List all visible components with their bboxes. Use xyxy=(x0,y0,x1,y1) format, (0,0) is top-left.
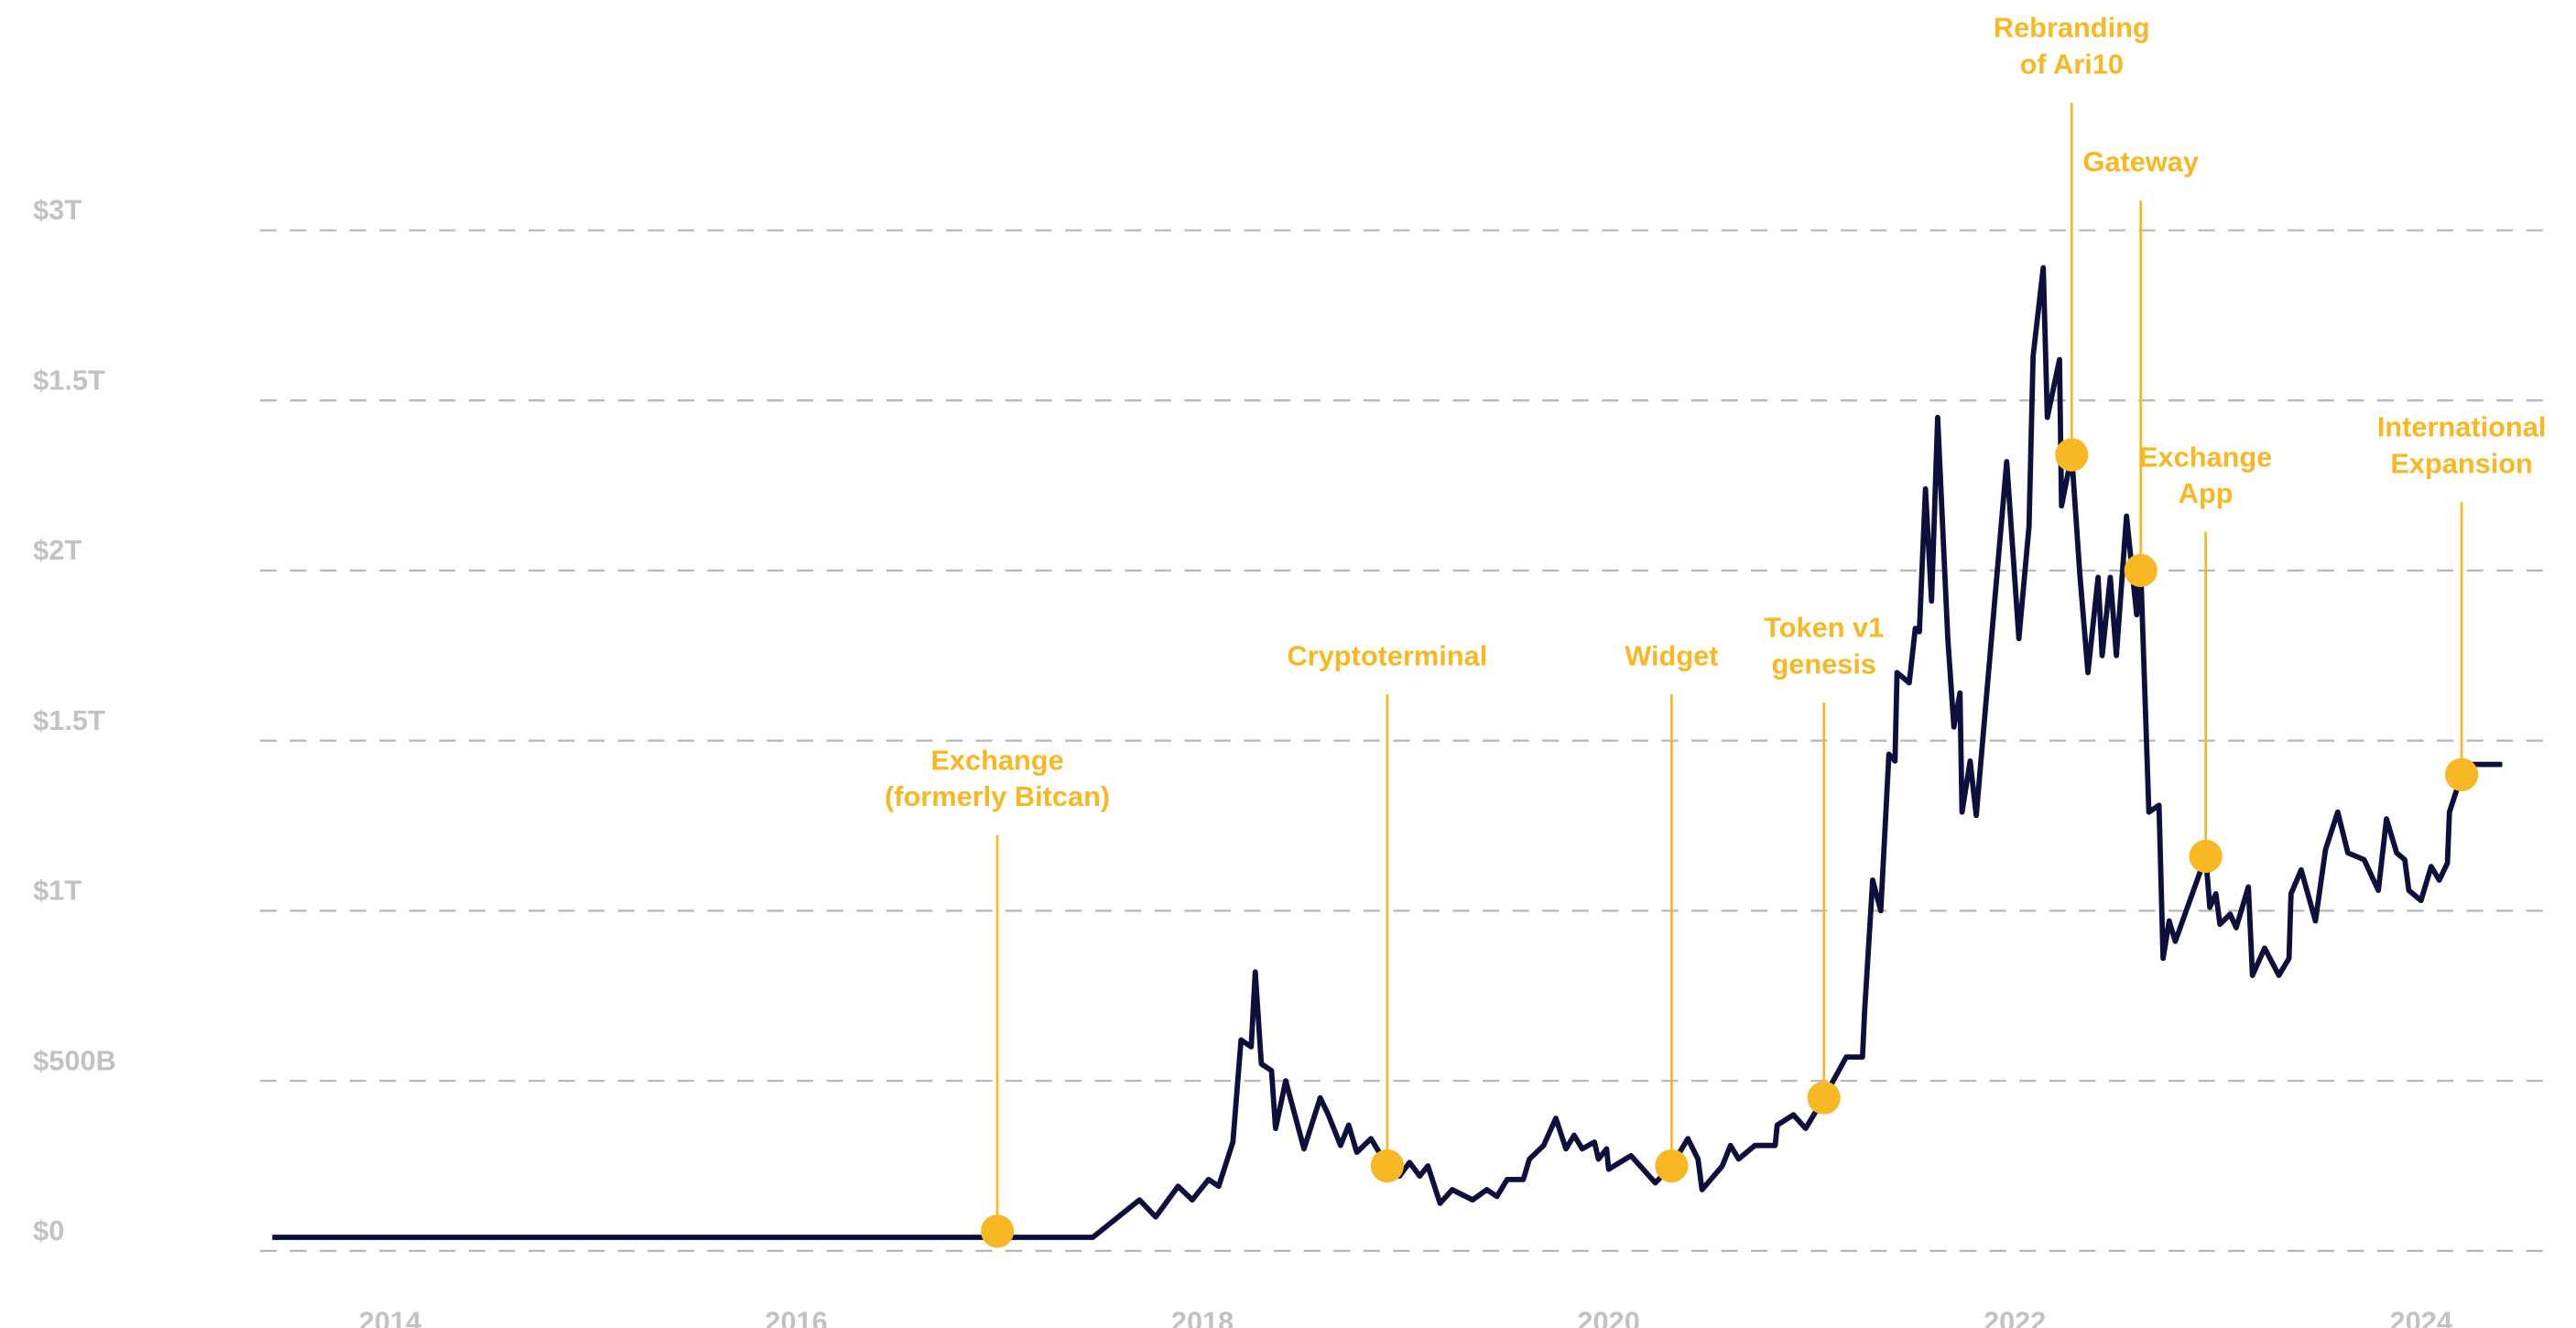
x-tick-label: 2014 xyxy=(359,1306,421,1328)
annotation-label: Widget xyxy=(1625,639,1718,671)
annotation-dot xyxy=(980,1214,1015,1248)
annotation-label: Token v1 xyxy=(1764,612,1884,644)
annotation-dot xyxy=(1370,1148,1404,1183)
annotation-dot xyxy=(1807,1081,1841,1115)
annotation-dot xyxy=(2445,757,2479,791)
x-tick-label: 2018 xyxy=(1171,1306,1234,1328)
annotation-label: of Ari10 xyxy=(2020,49,2124,81)
annotation-dot xyxy=(2189,839,2223,874)
annotation-label: Exchange xyxy=(930,744,1063,776)
annotation-label: Expansion xyxy=(2390,447,2533,479)
y-tick-label: $3T xyxy=(33,194,82,226)
annotation-label: (formerly Bitcan) xyxy=(885,780,1110,812)
y-tick-label: $0 xyxy=(33,1214,64,1246)
annotation-label: International xyxy=(2377,411,2547,443)
y-tick-label: $1.5T xyxy=(33,364,105,396)
annotation-label: Rebranding xyxy=(1994,12,2150,44)
annotation-dot xyxy=(2055,438,2089,472)
y-tick-label: $1T xyxy=(33,875,82,907)
x-tick-label: 2024 xyxy=(2390,1306,2452,1328)
annotation-label: Gateway xyxy=(2082,146,2198,178)
x-tick-label: 2022 xyxy=(1984,1306,2046,1328)
y-tick-label: $1.5T xyxy=(33,704,105,736)
x-tick-label: 2020 xyxy=(1577,1306,1639,1328)
y-tick-label: $2T xyxy=(33,534,82,566)
annotation-label: Exchange xyxy=(2139,441,2272,473)
annotation-label: genesis xyxy=(1771,648,1876,680)
annotation-dot xyxy=(2124,553,2158,588)
x-tick-label: 2016 xyxy=(765,1306,827,1328)
annotation-label: App xyxy=(2179,477,2234,509)
annotation-label: Cryptoterminal xyxy=(1288,639,1488,671)
y-tick-label: $500B xyxy=(33,1044,116,1076)
line-series xyxy=(272,265,2503,1240)
annotation-dot xyxy=(1655,1148,1689,1183)
